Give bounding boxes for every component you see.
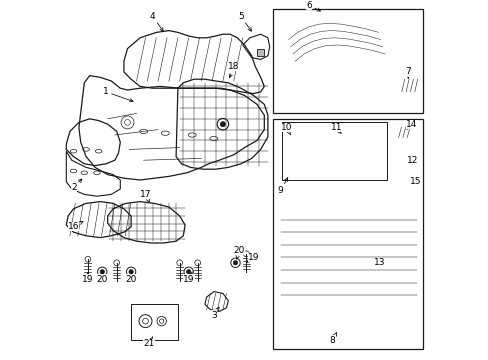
Text: 9: 9 [277,178,287,195]
Circle shape [233,261,237,265]
Text: 4: 4 [150,12,163,31]
Bar [282,122,386,180]
Text: 19: 19 [246,253,259,262]
Text: 5: 5 [238,12,251,31]
Bar [272,9,422,113]
Text: 1: 1 [103,87,133,102]
Circle shape [100,270,104,274]
Circle shape [407,164,410,167]
Text: 18: 18 [227,62,239,78]
Text: 6: 6 [306,1,320,11]
Polygon shape [257,49,264,56]
Text: 19: 19 [82,273,94,284]
Text: 15: 15 [409,177,420,186]
Bar [272,119,422,349]
Text: 20: 20 [97,273,108,284]
Text: 11: 11 [330,123,341,133]
Circle shape [186,270,190,274]
Text: 12: 12 [407,156,418,165]
Circle shape [220,122,225,127]
Text: 8: 8 [329,333,336,345]
Bar [131,304,178,340]
Text: 20: 20 [233,246,244,259]
Text: 16: 16 [68,221,83,231]
Text: 17: 17 [140,190,151,202]
Text: 2: 2 [71,179,81,192]
Text: 19: 19 [183,272,194,284]
Text: 21: 21 [143,337,155,348]
Text: 3: 3 [211,307,219,320]
Text: 10: 10 [280,123,292,135]
Text: 14: 14 [406,120,417,129]
Text: 13: 13 [373,258,385,267]
Text: 20: 20 [125,273,137,284]
Text: 7: 7 [405,68,410,78]
Circle shape [129,270,133,274]
